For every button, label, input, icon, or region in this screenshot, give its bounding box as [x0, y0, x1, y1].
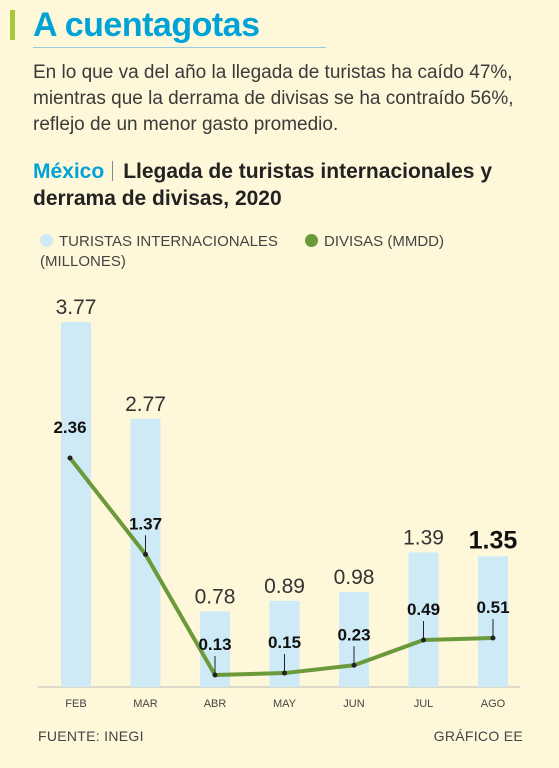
bar-value-label-jul: 1.39	[403, 526, 444, 549]
line-point-may	[282, 670, 287, 676]
accent-bar	[10, 10, 15, 40]
line-value-label-mar: 1.37	[129, 514, 162, 533]
legend-label-turistas: TURISTAS INTERNACIONALES (MILLONES)	[40, 233, 278, 270]
x-tick-label-feb: FEB	[65, 698, 86, 710]
x-tick-label-jun: JUN	[343, 698, 364, 710]
line-point-mar	[143, 551, 148, 557]
bar-value-label-abr: 0.78	[195, 585, 236, 608]
bar-jun	[339, 592, 369, 687]
line-point-abr	[212, 672, 218, 678]
line-value-label-jun: 0.23	[337, 625, 370, 644]
bar-feb	[61, 322, 91, 687]
footer-source: FUENTE: INEGI	[38, 728, 144, 744]
bar-value-label-may: 0.89	[264, 575, 305, 598]
bar-value-label-jun: 0.98	[334, 566, 375, 589]
bar-value-label-feb: 3.77	[56, 296, 97, 319]
summary-text: En lo que va del año la llegada de turis…	[33, 62, 514, 135]
bar-jul	[408, 552, 439, 687]
line-point-jul	[421, 637, 426, 643]
chart-title-text: Llegada de turistas internaciona­les y d…	[33, 160, 492, 210]
legend-swatch-bar	[40, 234, 53, 247]
line-value-label-ago: 0.51	[476, 598, 509, 617]
x-tick-label-jul: JUL	[414, 698, 434, 710]
line-value-label-abr: 0.13	[198, 635, 231, 654]
x-tick-label-mar: MAR	[133, 698, 158, 710]
line-point-feb	[67, 455, 73, 461]
legend-item-divisas: DIVISAS (MMDD)	[305, 232, 444, 252]
legend-item-turistas: TURISTAS INTERNACIONALES (MILLONES)	[40, 232, 290, 272]
chart-country: México	[33, 160, 105, 183]
line-value-label-jul: 0.49	[407, 600, 440, 619]
headline: A cuentagotas	[33, 6, 260, 44]
line-point-ago	[490, 635, 496, 641]
headline-rule	[33, 47, 326, 48]
chart-title: México Llegada de turistas internaciona­l…	[33, 158, 538, 212]
bar-value-label-ago: 1.35	[469, 526, 518, 554]
line-value-label-feb: 2.36	[53, 418, 86, 437]
legend-swatch-line	[305, 234, 318, 247]
x-tick-label-abr: ABR	[204, 698, 227, 710]
bar-value-label-mar: 2.77	[125, 393, 166, 416]
x-tick-label-may: MAY	[273, 698, 297, 710]
footer-credit: GRÁFICO EE	[433, 728, 523, 744]
title-separator	[112, 161, 114, 181]
line-value-label-may: 0.15	[268, 633, 301, 652]
line-point-jun	[351, 662, 357, 668]
legend-label-divisas: DIVISAS (MMDD)	[324, 233, 444, 250]
x-tick-label-ago: AGO	[481, 698, 506, 710]
